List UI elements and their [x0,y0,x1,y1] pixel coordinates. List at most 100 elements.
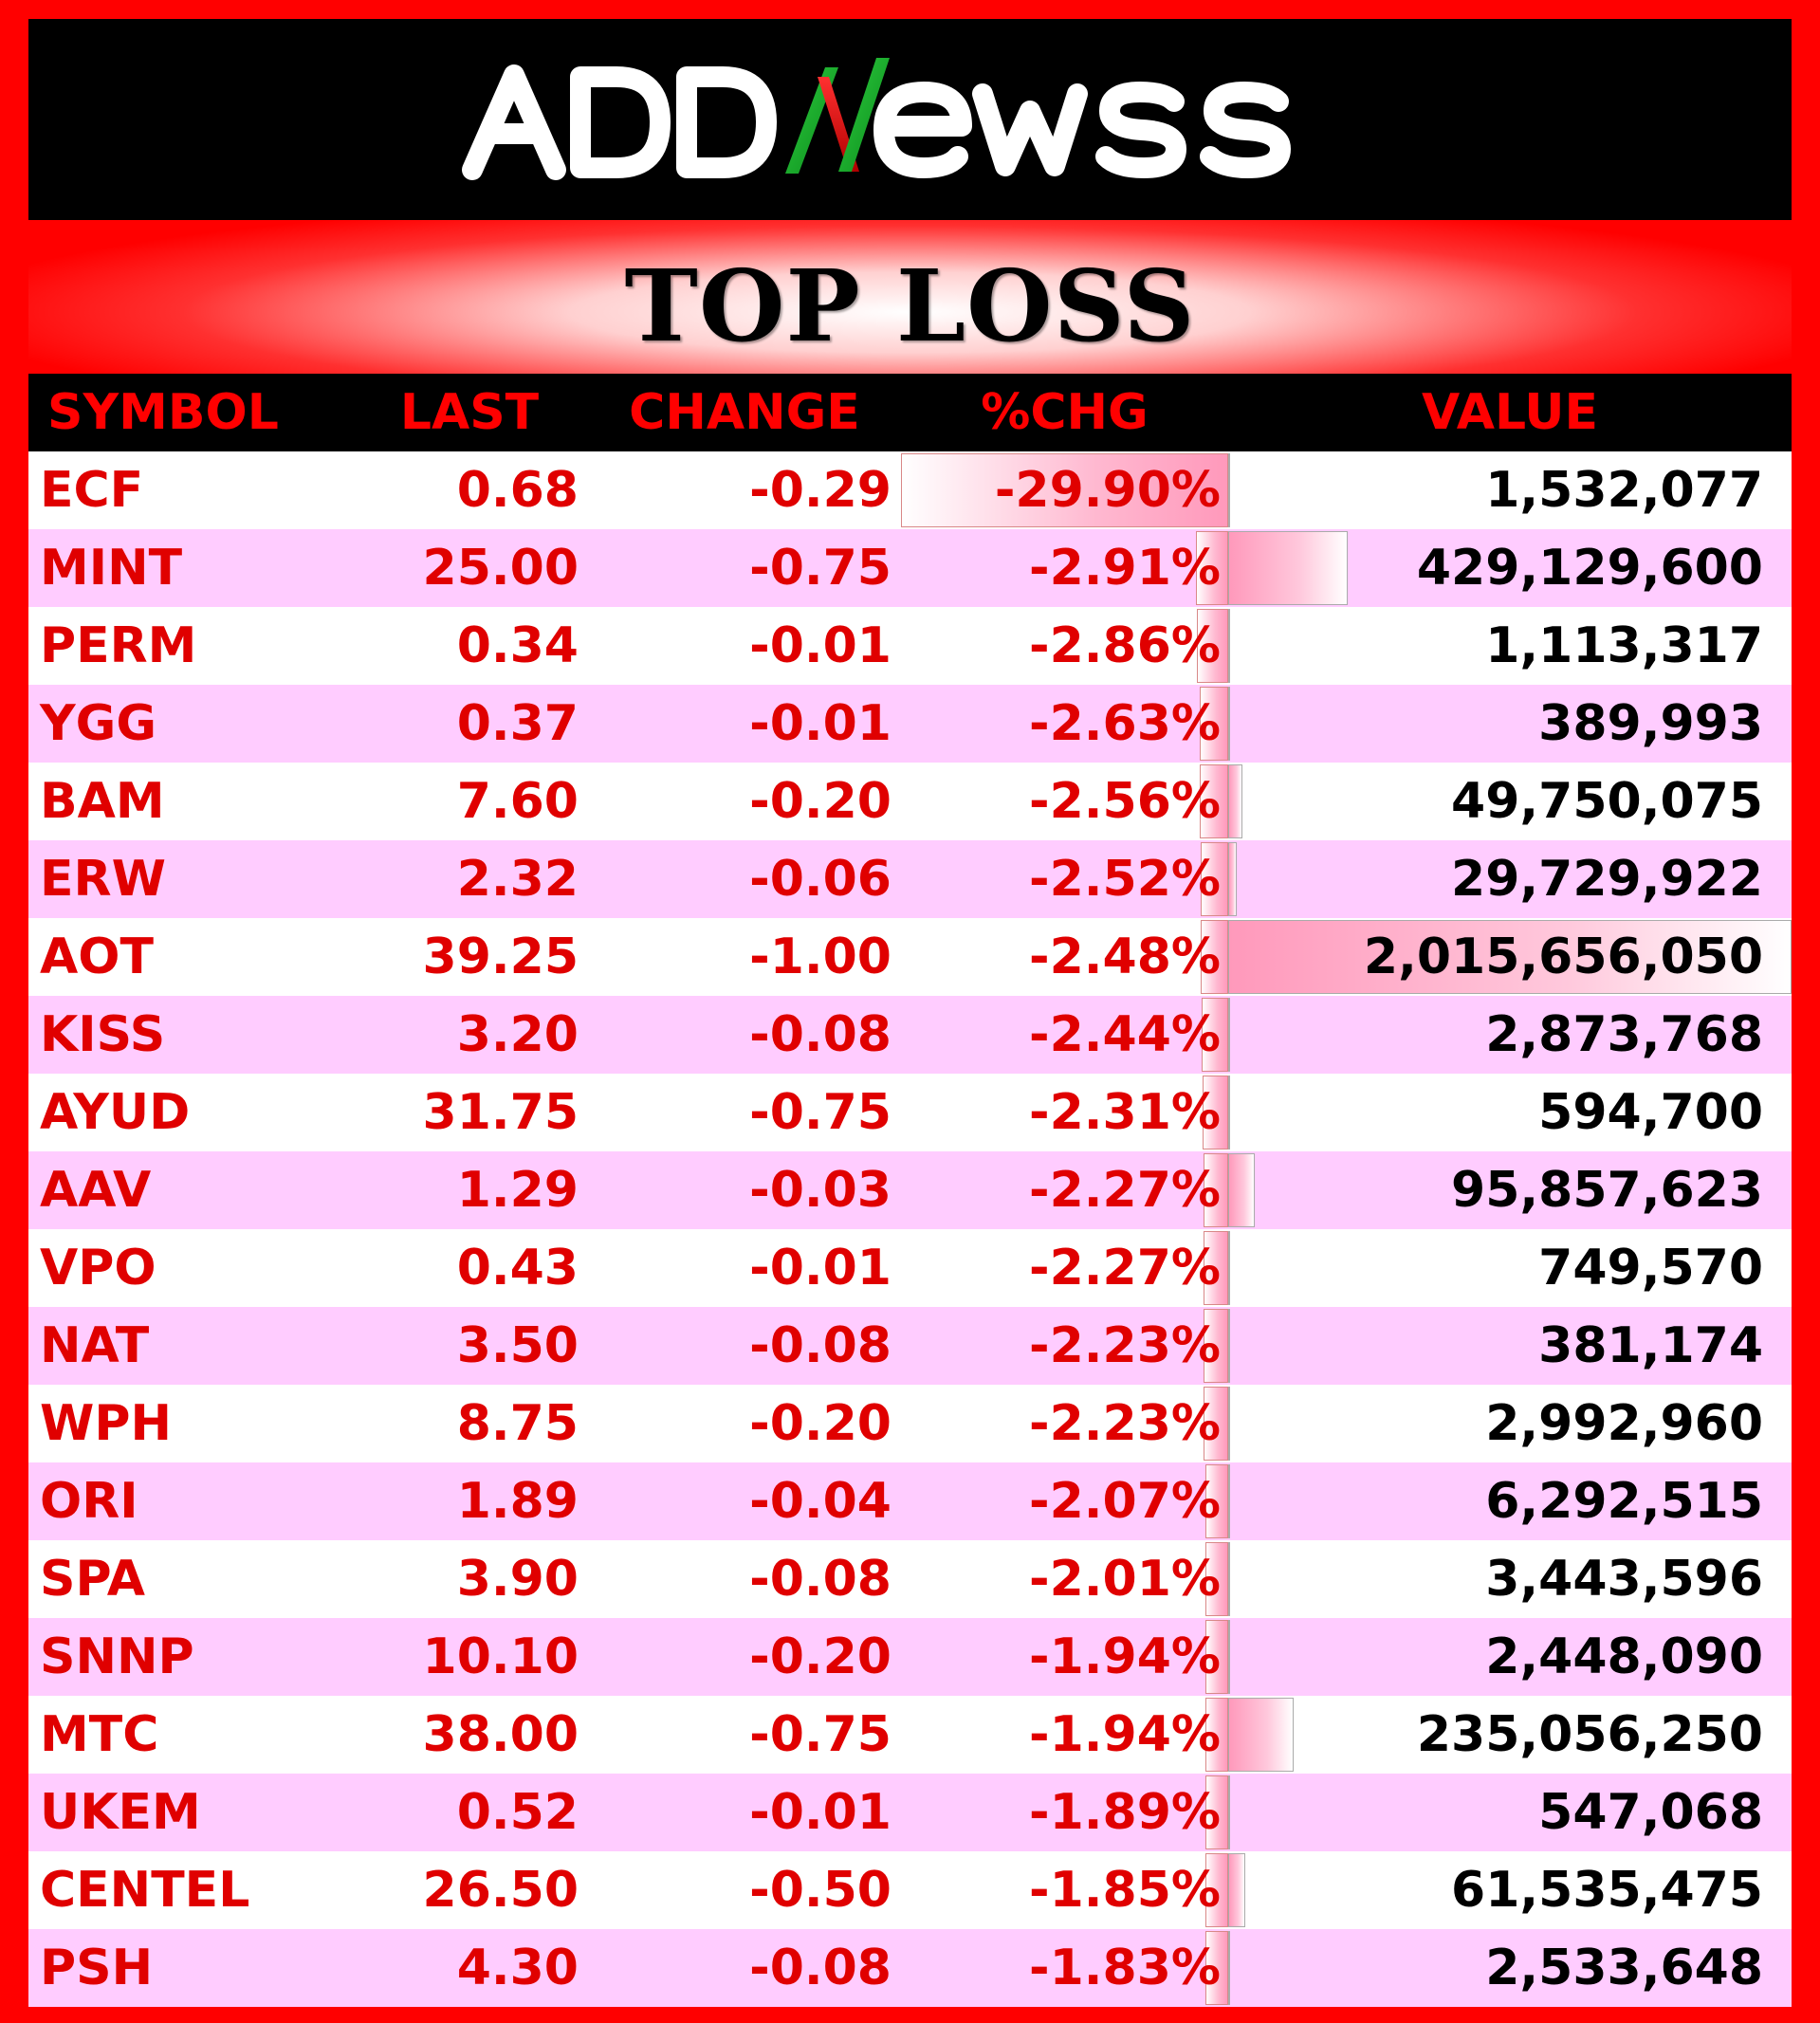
value-cell-text: 547,068 [1538,1784,1763,1841]
value-databar [1228,1387,1230,1461]
change-cell-text: -0.50 [749,1862,892,1919]
value-databar [1228,609,1230,683]
pct-change-cell: -1.89% [901,1774,1228,1851]
pct-change-cell-text: -2.91% [1029,540,1221,597]
pct-change-cell: -2.23% [901,1385,1228,1462]
pct-change-cell-text: -29.90% [994,462,1221,519]
last-cell-text: 7.60 [456,773,579,830]
value-cell-text: 2,992,960 [1485,1395,1763,1452]
value-cell-text: 429,129,600 [1416,540,1763,597]
value-cell-text: 381,174 [1538,1317,1763,1374]
last-cell-text: 1.89 [456,1473,579,1530]
value-databar [1228,1231,1230,1305]
pct-databar [1201,998,1228,1072]
pct-change-cell-text: -2.27% [1029,1162,1221,1219]
change-cell: -0.29 [588,451,901,529]
table-row: ORI 1.89 -0.04 -2.07% 6,292,515 [28,1462,1792,1540]
value-databar [1228,687,1230,761]
symbol-cell: MINT [28,529,351,607]
last-cell: 31.75 [351,1074,588,1151]
change-cell-text: -0.08 [749,1317,892,1374]
last-cell: 3.90 [351,1540,588,1618]
value-databar [1228,920,1792,994]
pct-change-cell-text: -1.94% [1029,1706,1221,1763]
pct-databar [1204,1620,1228,1694]
value-cell-text: 2,533,648 [1485,1940,1763,1996]
symbol-cell: SPA [28,1540,351,1618]
pct-databar [1200,764,1228,838]
value-cell: 3,443,596 [1228,1540,1792,1618]
pct-change-cell-text: -2.52% [1029,851,1221,908]
pct-databar [1197,609,1228,683]
pct-change-cell: -1.83% [901,1929,1228,2007]
change-cell-text: -0.20 [749,1395,892,1452]
page-frame: TOP LOSS SYMBOL LAST CHANGE %CHG VALUE E… [28,19,1792,2007]
last-cell: 0.34 [351,607,588,685]
pct-change-cell: -2.27% [901,1229,1228,1307]
symbol-cell: KISS [28,996,351,1074]
pct-databar [1204,1542,1228,1616]
pct-change-cell: -2.48% [901,918,1228,996]
table-row: VPO 0.43 -0.01 -2.27% 749,570 [28,1229,1792,1307]
change-cell: -0.08 [588,1307,901,1385]
last-cell: 3.20 [351,996,588,1074]
change-cell: -0.06 [588,840,901,918]
top-loss-table: SYMBOL LAST CHANGE %CHG VALUE ECF 0.68 -0.… [28,374,1792,2007]
pct-change-cell-text: -1.89% [1029,1784,1221,1841]
pct-databar [1204,1309,1228,1383]
value-databar [1228,1464,1230,1538]
value-cell-text: 95,857,623 [1451,1162,1763,1219]
last-cell: 25.00 [351,529,588,607]
pct-databar [1204,1464,1228,1538]
last-cell-text: 26.50 [422,1862,579,1919]
table-row: UKEM 0.52 -0.01 -1.89% 547,068 [28,1774,1792,1851]
value-cell: 2,533,648 [1228,1929,1792,2007]
pct-change-cell: -29.90% [901,451,1228,529]
value-databar [1228,1309,1230,1383]
symbol-cell: NAT [28,1307,351,1385]
pct-change-cell-text: -2.23% [1029,1317,1221,1374]
value-cell-text: 29,729,922 [1451,851,1763,908]
symbol-cell: SNNP [28,1618,351,1696]
change-cell: -0.75 [588,1696,901,1774]
pct-change-cell-text: -2.01% [1029,1551,1221,1608]
table-row: YGG 0.37 -0.01 -2.63% 389,993 [28,685,1792,763]
value-cell-text: 2,873,768 [1485,1006,1763,1063]
last-cell-text: 0.68 [456,462,579,519]
pct-change-cell: -2.23% [901,1307,1228,1385]
table-row: SNNP 10.10 -0.20 -1.94% 2,448,090 [28,1618,1792,1696]
symbol-cell-text: MINT [40,540,183,597]
last-cell: 0.43 [351,1229,588,1307]
symbol-cell: BAM [28,763,351,840]
change-cell: -0.20 [588,1385,901,1462]
change-cell: -0.08 [588,996,901,1074]
value-cell: 749,570 [1228,1229,1792,1307]
last-cell: 26.50 [351,1851,588,1929]
value-cell: 2,873,768 [1228,996,1792,1074]
change-cell: -0.20 [588,763,901,840]
pct-change-cell: -2.86% [901,607,1228,685]
value-databar [1228,998,1230,1072]
pct-change-cell-text: -2.56% [1029,773,1221,830]
symbol-cell: UKEM [28,1774,351,1851]
change-cell: -1.00 [588,918,901,996]
col-header-pct: %CHG [981,384,1149,441]
pct-change-cell: -2.63% [901,685,1228,763]
pct-databar [1204,1698,1228,1772]
pct-change-cell: -1.94% [901,1696,1228,1774]
symbol-cell-text: VPO [40,1240,156,1297]
pct-databar [1201,920,1228,994]
table-row: ERW 2.32 -0.06 -2.52% 29,729,922 [28,840,1792,918]
value-cell-text: 49,750,075 [1451,773,1763,830]
symbol-cell-text: ECF [40,462,144,519]
pct-change-cell-text: -1.85% [1029,1862,1221,1919]
table-row: ECF 0.68 -0.29 -29.90% 1,532,077 [28,451,1792,529]
change-cell: -0.01 [588,1229,901,1307]
last-cell-text: 1.29 [456,1162,579,1219]
pct-databar [1196,531,1228,605]
last-cell-text: 0.34 [456,617,579,674]
symbol-cell: PERM [28,607,351,685]
last-cell: 0.52 [351,1774,588,1851]
change-cell: -0.01 [588,1774,901,1851]
pct-change-cell: -2.01% [901,1540,1228,1618]
